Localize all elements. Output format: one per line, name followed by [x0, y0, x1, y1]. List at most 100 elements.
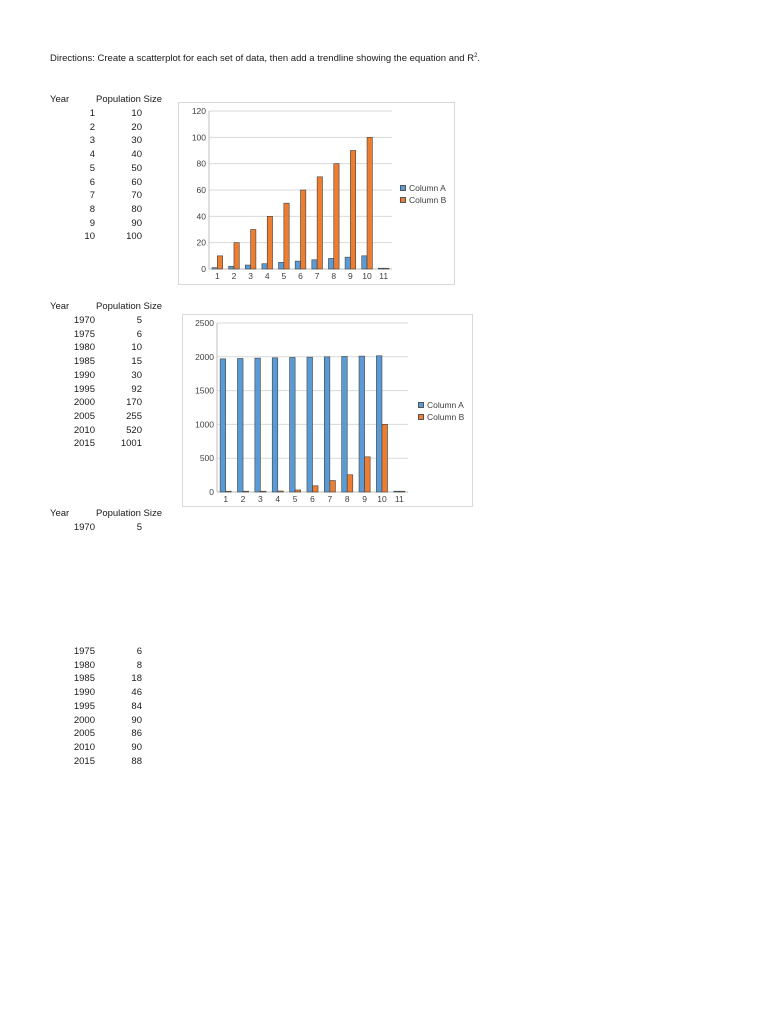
- table1-pop-header: Population Size: [96, 94, 163, 105]
- y-tick-label: 1000: [195, 419, 214, 429]
- legend-swatch: [418, 402, 424, 408]
- bar-column-a: [344, 256, 351, 270]
- table-row-year: 8: [89, 203, 95, 215]
- chart-1: 0 20 40 60 80 100 120 1 2 3 4 5 6 7 8 9 10 11 Column A Col…: [178, 102, 455, 285]
- bar-column-b: [260, 490, 267, 493]
- table3-year-header: Year: [50, 508, 70, 519]
- bar-column-a: [271, 357, 279, 493]
- table-row-population: 30: [131, 135, 142, 147]
- table-row-population: 50: [131, 162, 142, 174]
- bar-column-a: [294, 260, 301, 270]
- bar-column-a: [361, 255, 368, 270]
- y-tick-label: 60: [197, 185, 207, 195]
- table-row-population: 84: [131, 700, 142, 712]
- x-tick-label: 8: [345, 494, 350, 504]
- legend-swatch: [400, 185, 406, 191]
- bar-column-a: [261, 263, 268, 270]
- table-row-population: 90: [131, 714, 142, 726]
- legend-item: Column B: [400, 194, 446, 206]
- legend-item: Column B: [418, 411, 464, 423]
- bar-column-a: [378, 267, 384, 270]
- x-tick-label: 4: [265, 271, 270, 281]
- legend-label: Column A: [409, 183, 446, 193]
- bar-column-a: [244, 264, 251, 270]
- table-row-population: 6: [136, 646, 142, 657]
- bar-column-b: [316, 176, 323, 270]
- table-row-year: 1980: [73, 342, 95, 354]
- y-tick-label: 100: [192, 132, 206, 142]
- table-row-population: 20: [131, 121, 142, 133]
- table-row-population: 40: [131, 149, 142, 161]
- legend-swatch: [400, 197, 406, 203]
- bar-column-a: [306, 356, 313, 493]
- table-row-population: 30: [131, 369, 142, 381]
- table-row-population: 92: [131, 383, 142, 395]
- bar-column-b: [381, 424, 388, 493]
- x-tick-label: 3: [258, 494, 263, 504]
- table-row-year: 1995: [73, 700, 95, 712]
- bar-column-b: [294, 489, 301, 493]
- table-row-population: 1001: [120, 438, 142, 450]
- table-row-population: 80: [131, 203, 142, 215]
- table-row-year: 6: [89, 176, 95, 188]
- table-row-year: 2: [89, 121, 95, 133]
- x-tick-label: 9: [362, 494, 367, 504]
- table-row-population: 15: [131, 356, 142, 368]
- directions-end: .: [477, 53, 481, 65]
- legend-swatch: [418, 414, 424, 420]
- bar-column-a: [237, 358, 244, 493]
- legend-item: Column A: [418, 399, 464, 411]
- bar-column-a: [376, 355, 383, 493]
- bar-column-b: [242, 490, 249, 493]
- table2-pop-header: Population Size: [96, 301, 163, 312]
- x-tick-label: 5: [281, 271, 286, 281]
- table-row-year: 1980: [73, 659, 95, 671]
- bar-column-b: [350, 150, 357, 270]
- y-tick-label: 2000: [195, 352, 214, 362]
- x-tick-label: 1: [223, 494, 228, 504]
- table-row-year: 9: [89, 217, 95, 229]
- table-row-population: 255: [126, 410, 142, 422]
- x-tick-label: 9: [348, 271, 353, 281]
- table-row-year: 2015: [73, 438, 95, 450]
- bar-column-b: [250, 229, 257, 270]
- table-row-year: 1970: [73, 315, 95, 326]
- table-row-population: 5: [136, 522, 142, 533]
- table-row-year: 2005: [73, 728, 95, 740]
- table-row-year: 5: [89, 162, 95, 174]
- table-row-year: 4: [89, 149, 95, 161]
- x-tick-label: 2: [241, 494, 246, 504]
- chart-1-svg: 0 20 40 60 80 100 120 1 2 3 4 5 6 7 8 9 10 11: [192, 106, 392, 281]
- bar-column-b: [225, 490, 232, 493]
- directions-superscript: 2: [474, 53, 478, 59]
- table-row-year: 1970: [73, 522, 95, 533]
- x-tick-label: 10: [377, 494, 387, 504]
- x-tick-label: 2: [232, 271, 237, 281]
- table1-year-header: Year: [50, 94, 70, 105]
- table-row-year: 1: [89, 108, 95, 119]
- table-row-year: 1975: [73, 646, 95, 657]
- table-row-year: 1985: [73, 673, 95, 685]
- bar-column-b: [312, 485, 319, 493]
- table-row-year: 1975: [73, 328, 95, 340]
- table-row-year: 2005: [73, 410, 95, 422]
- table-row-population: 70: [131, 190, 142, 202]
- x-tick-label: 8: [331, 271, 336, 281]
- table-row-population: 520: [126, 424, 142, 436]
- bar-column-a: [289, 357, 296, 493]
- bar-column-b: [346, 474, 354, 493]
- table-row-year: 1990: [73, 687, 95, 699]
- chart-2-svg: 0 500 1000 1500 2000 2500 1 2 3 4 5 6 7 8 9 10 11: [195, 318, 408, 504]
- table2-year-header: Year: [50, 301, 70, 312]
- bar-column-b: [233, 242, 240, 270]
- bar-column-a: [358, 355, 365, 493]
- table-row-population: 6: [136, 328, 142, 340]
- x-tick-label: 1: [215, 271, 220, 281]
- table-row-population: 8: [136, 659, 142, 671]
- table-row-population: 60: [131, 176, 142, 188]
- x-tick-label: 4: [275, 494, 280, 504]
- table-row-population: 46: [131, 687, 142, 699]
- bar-column-b: [217, 255, 223, 270]
- table-row-year: 2000: [73, 397, 95, 409]
- bar-column-b: [333, 163, 340, 270]
